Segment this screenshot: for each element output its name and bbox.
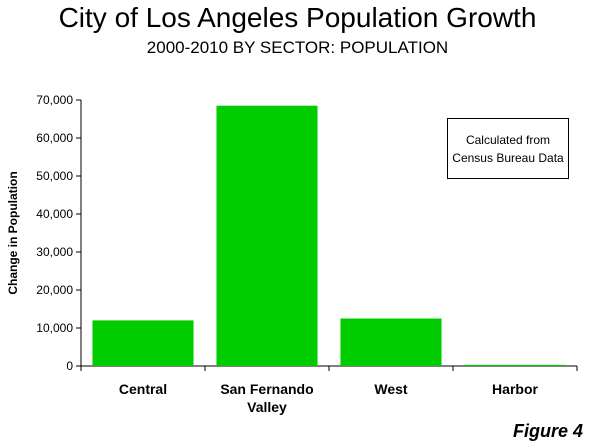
note-line-1: Calculated from <box>465 132 551 147</box>
y-tick-label: 20,000 <box>36 283 73 297</box>
y-axis-title: Change in Population <box>6 171 20 294</box>
y-tick-label: 60,000 <box>36 131 73 145</box>
x-tick-label: Harbor <box>492 381 538 397</box>
x-tick-label: San Fernando <box>220 381 313 397</box>
bar-0 <box>92 320 194 366</box>
y-tick-label: 0 <box>66 359 73 373</box>
chart-subtitle: 2000-2010 BY SECTOR: POPULATION <box>146 38 449 57</box>
y-tick-label: 30,000 <box>36 245 73 259</box>
y-tick-label: 70,000 <box>36 93 73 107</box>
bar-1 <box>216 105 318 366</box>
x-tick-label: Valley <box>247 399 287 415</box>
y-tick-label: 40,000 <box>36 207 73 221</box>
x-tick-label: Central <box>119 381 167 397</box>
data-source-note: Calculated from Census Bureau Data <box>447 118 569 179</box>
x-tick-label: West <box>374 381 408 397</box>
y-tick-label: 50,000 <box>36 169 73 183</box>
y-tick-label: 10,000 <box>36 321 73 335</box>
note-line-2: Census Bureau Data <box>452 150 564 165</box>
bar-2 <box>340 318 442 366</box>
chart-title: City of Los Angeles Population Growth <box>58 2 537 33</box>
figure-label: Figure 4 <box>512 421 583 441</box>
bar-3 <box>464 364 566 366</box>
